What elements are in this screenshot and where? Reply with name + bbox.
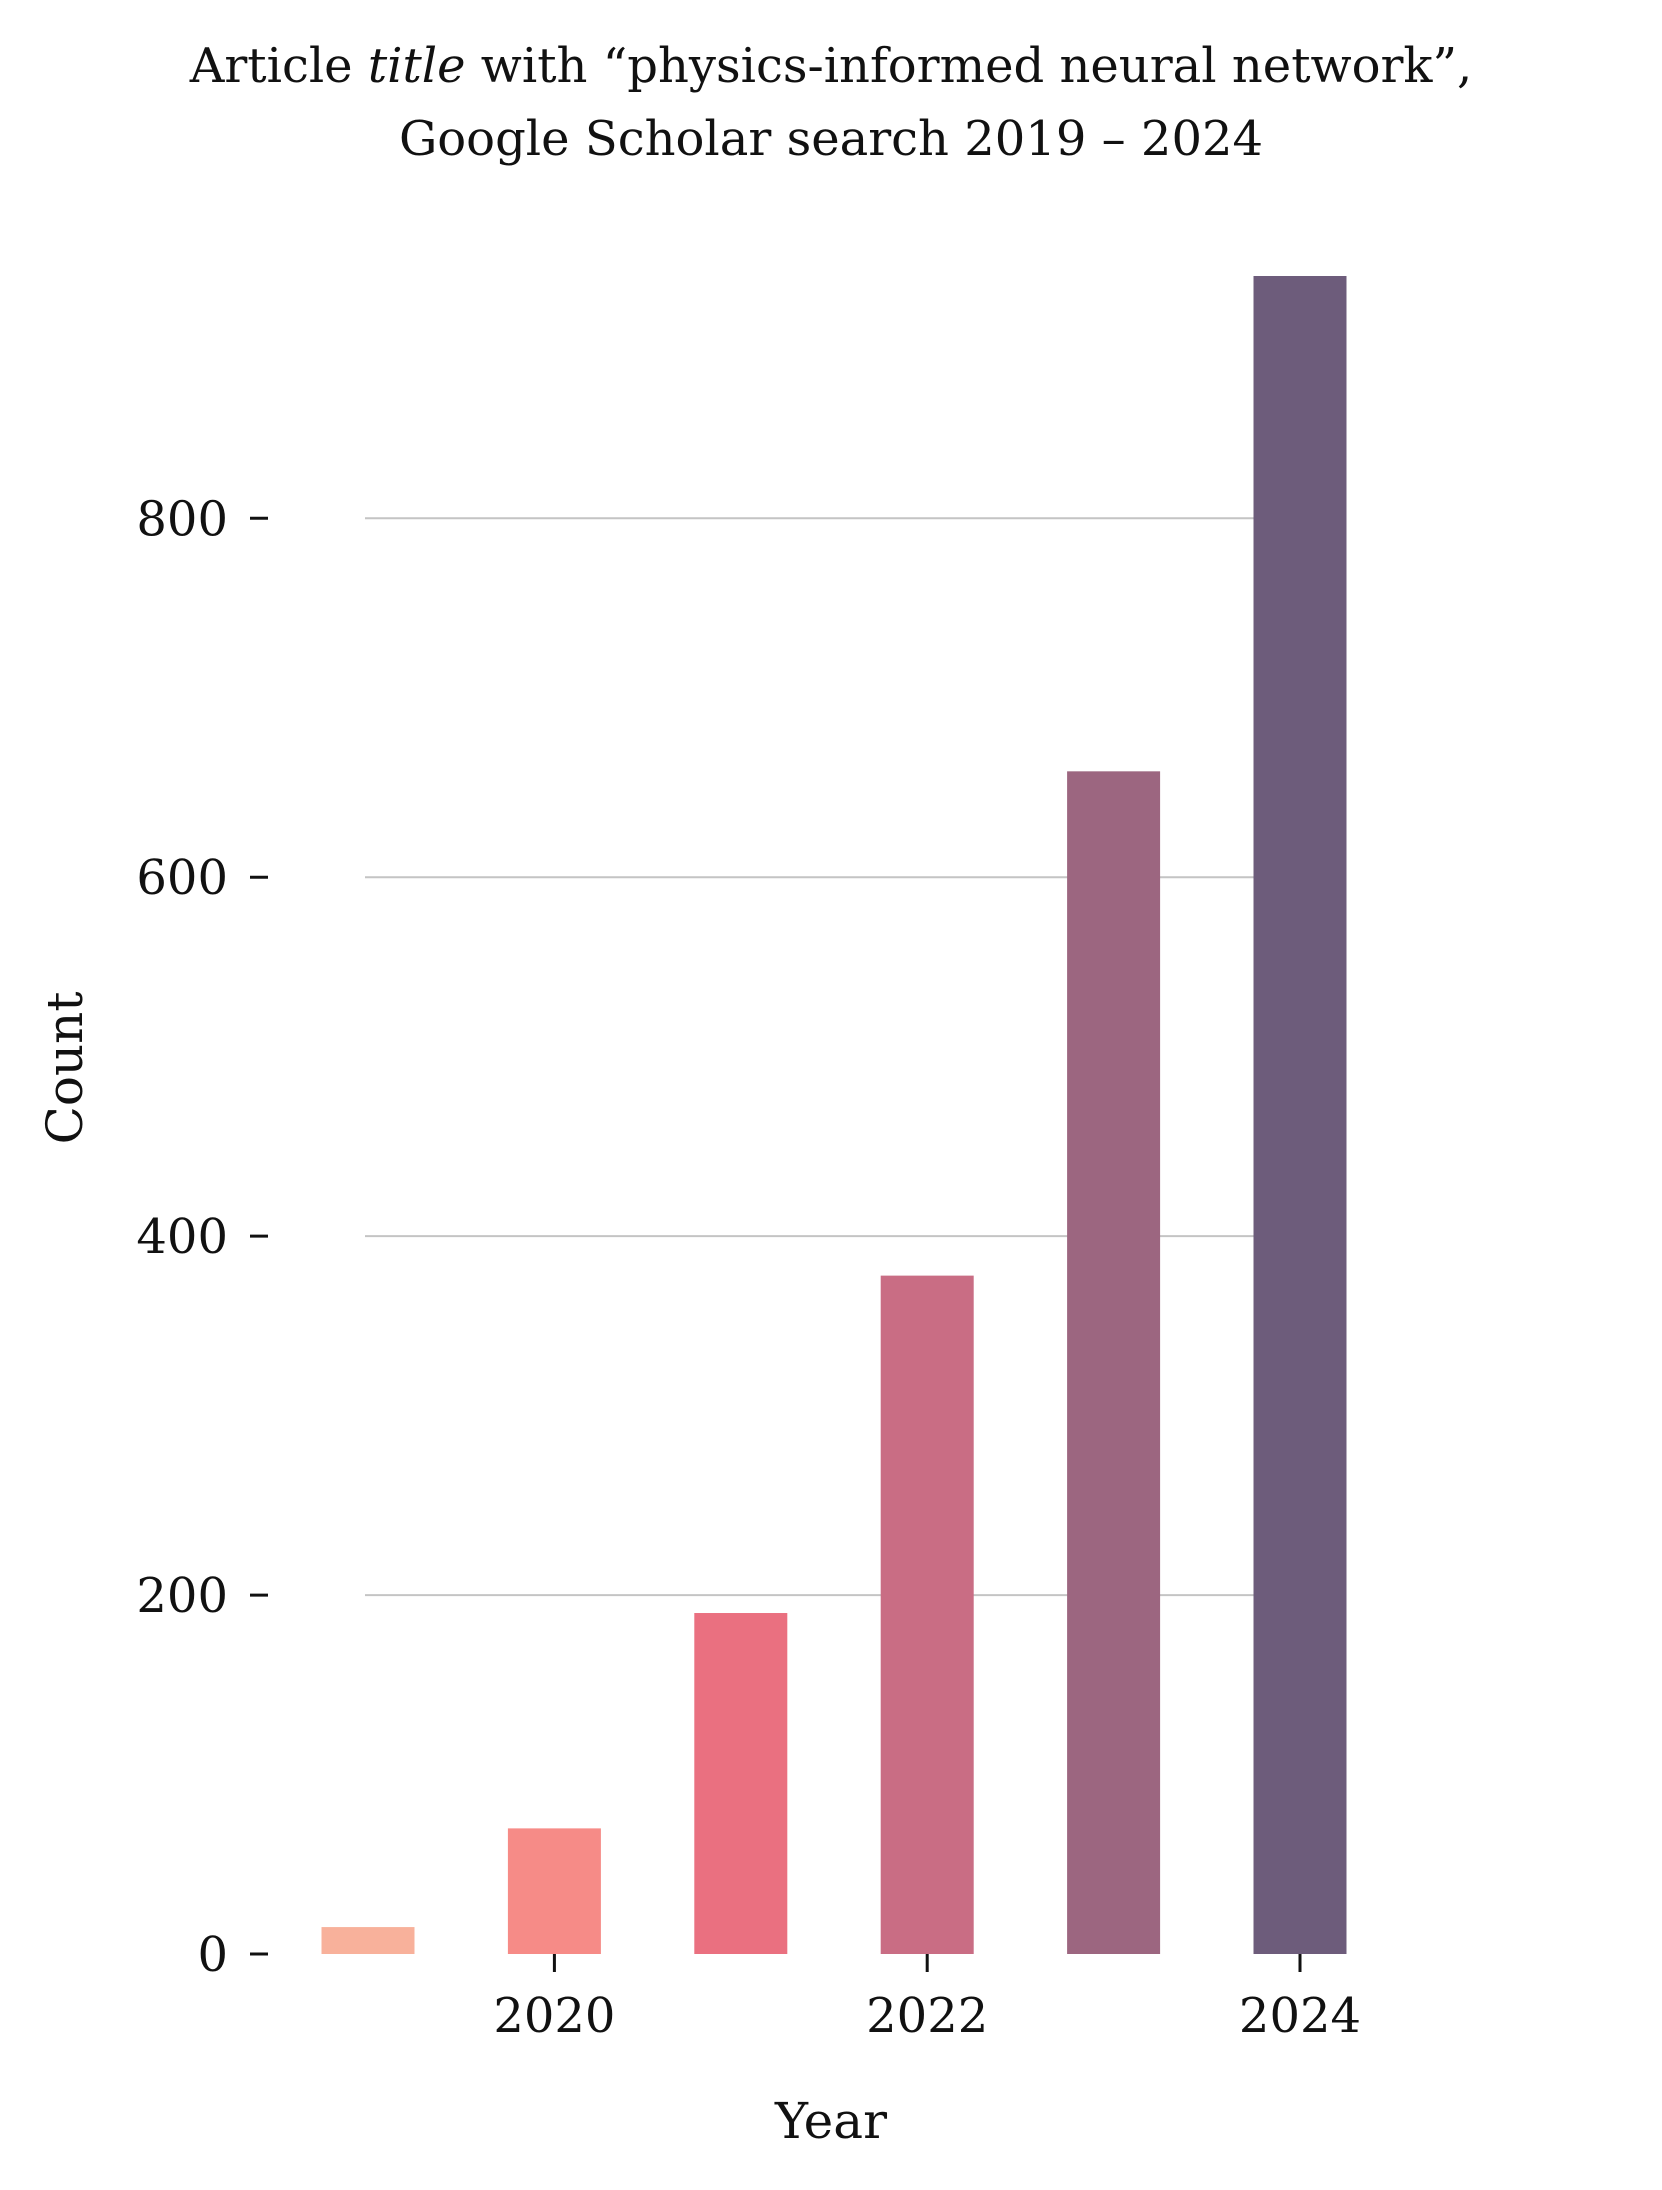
bar-2020 [507,1828,601,1954]
bar-2024 [1253,276,1347,1954]
x-tick-label-2020: 2020 [493,1988,615,2044]
bar-2023 [1067,771,1161,1955]
y-tick-label-800: 800 [136,491,228,547]
bar-2021 [694,1613,788,1954]
y-tick-label-400: 400 [136,1209,228,1265]
bar-2019 [321,1927,415,1954]
chart-title-line-2: Google Scholar search 2019 – 2024 [399,111,1263,167]
chart-title-line-1: Article title with “physics-informed neu… [189,38,1473,94]
y-tick-label-600: 600 [136,850,228,906]
x-axis-label: Year [774,2092,887,2150]
y-axis-ticks: 0 200 400 600 800 [136,491,268,1983]
x-tick-label-2022: 2022 [866,1988,988,2044]
x-axis-ticks: 2020 2022 2024 [493,1954,1361,2044]
y-axis-label: Count [36,992,94,1145]
y-tick-label-200: 200 [136,1568,228,1624]
bar-2022 [880,1275,974,1954]
y-tick-label-0: 0 [197,1927,228,1983]
bars [321,276,1347,1955]
x-tick-label-2024: 2024 [1239,1988,1361,2044]
